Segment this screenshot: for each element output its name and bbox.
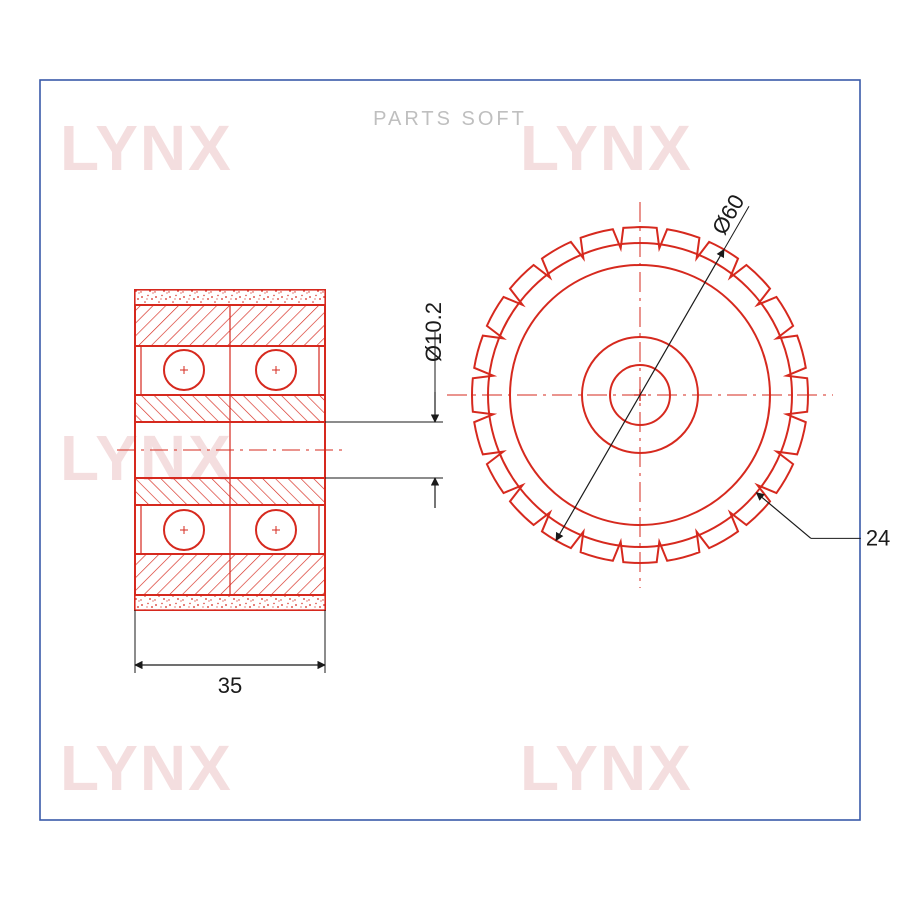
dim-tooth-label: 24 bbox=[866, 525, 890, 550]
watermark-lynx: LYNX bbox=[520, 732, 693, 804]
dim-width-label: 35 bbox=[218, 673, 242, 698]
watermark-lynx: LYNX bbox=[60, 732, 233, 804]
watermark-parts-soft: PARTS SOFT bbox=[373, 108, 527, 130]
dim-diameter-label: Ø60 bbox=[707, 190, 749, 239]
technical-drawing: LYNX LYNX LYNX LYNX LYNX LYNX PARTS SOFT… bbox=[0, 0, 900, 900]
dim-bore-label: Ø10.2 bbox=[421, 302, 446, 362]
watermark-lynx: LYNX bbox=[60, 112, 233, 184]
watermark-lynx: LYNX bbox=[520, 112, 693, 184]
section-view bbox=[117, 290, 343, 610]
drawing-stage: LYNX LYNX LYNX LYNX LYNX LYNX PARTS SOFT… bbox=[0, 0, 900, 900]
